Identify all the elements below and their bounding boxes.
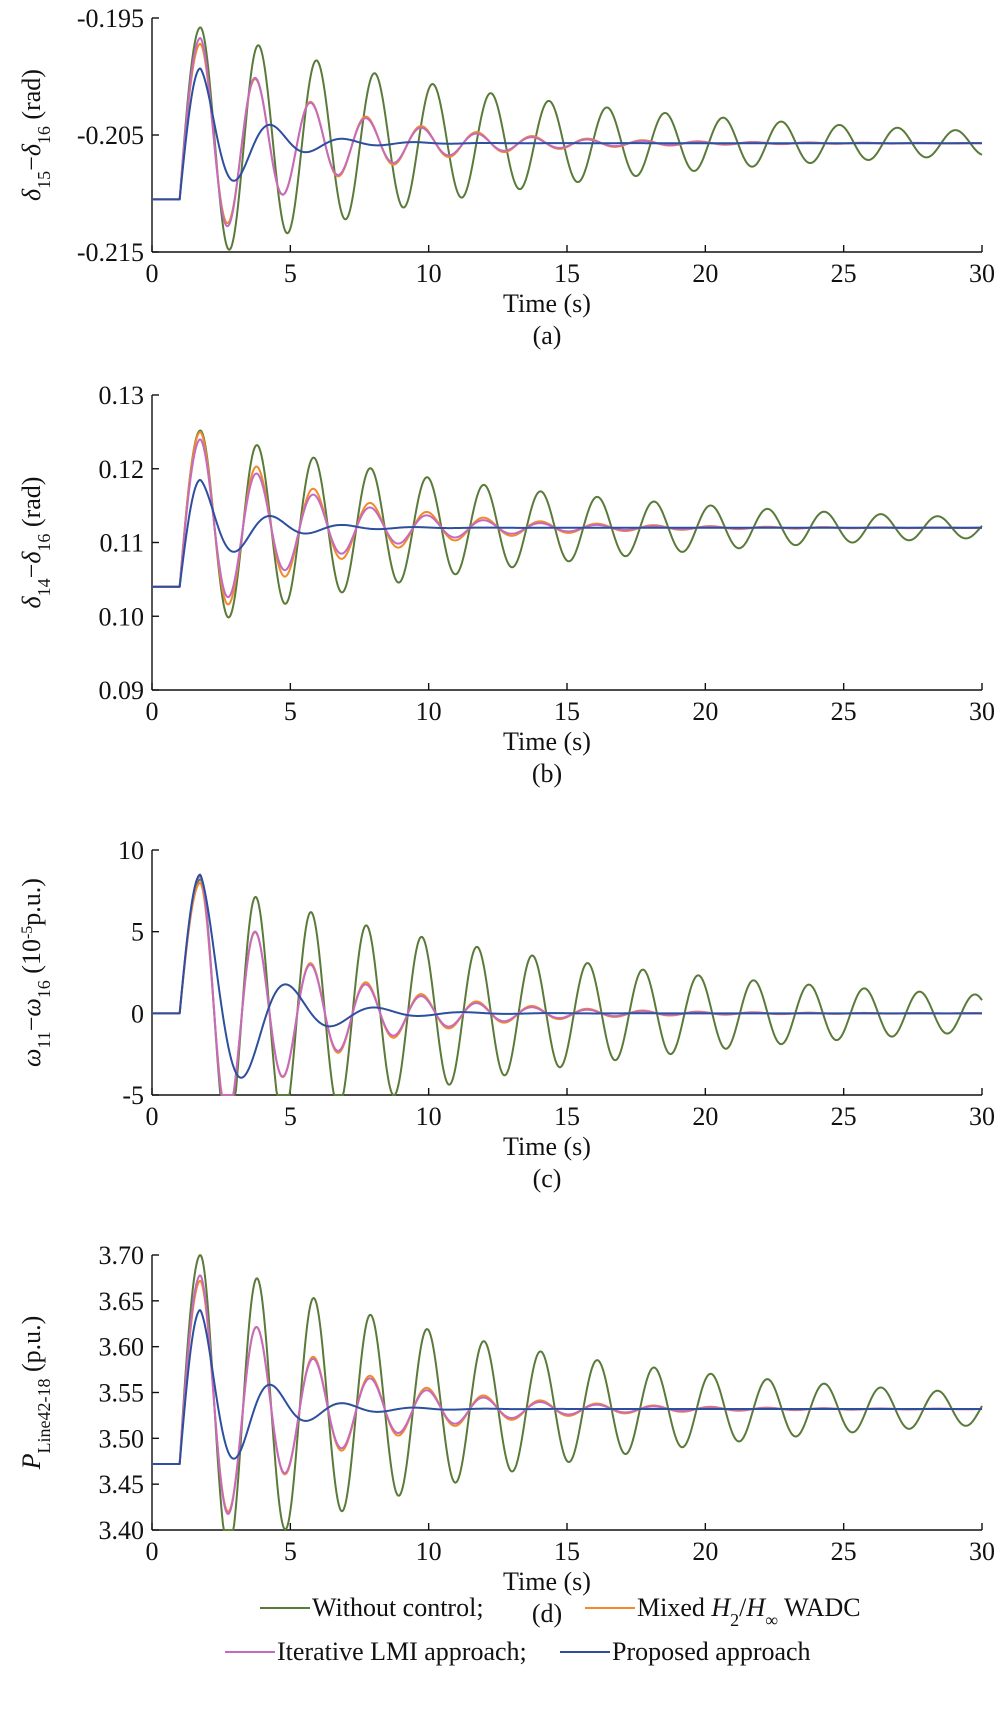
y-axis-label: δ14−δ16 (rad) <box>17 477 54 609</box>
y-tick-label: 3.70 <box>99 1241 145 1270</box>
y-axis-label: δ15−δ16 (rad) <box>17 69 54 201</box>
y-axis-label: ω11−ω16 (10-5p.u.) <box>17 878 54 1067</box>
x-tick-label: 15 <box>554 1537 580 1566</box>
y-tick-label: 3.50 <box>99 1424 145 1453</box>
x-tick-label: 0 <box>146 1102 159 1131</box>
legend-label: Without control; <box>312 1593 484 1622</box>
chart-d: 0 5 10 15 20 25 30 3.40 3.45 3.50 3.55 3.60 3.65 3.70… <box>17 1241 995 1628</box>
x-tick-label: 10 <box>416 1102 442 1131</box>
x-tick-label: 30 <box>969 1102 995 1131</box>
panel-caption: (a) <box>533 321 562 350</box>
y-tick-label: 10 <box>118 836 144 865</box>
y-tick-label: 0.13 <box>99 381 145 410</box>
x-tick-label: 0 <box>146 259 159 288</box>
y-tick-label: 3.40 <box>99 1516 145 1545</box>
x-axis-label: Time (s) <box>503 1132 591 1161</box>
x-tick-label: 25 <box>831 697 857 726</box>
series-line-without <box>151 1254 983 1531</box>
x-tick-label: 0 <box>146 1537 159 1566</box>
legend-label: Iterative LMI approach; <box>277 1637 527 1666</box>
x-tick-label: 15 <box>554 259 580 288</box>
y-tick-label: 0 <box>131 999 144 1028</box>
x-tick-label: 10 <box>416 697 442 726</box>
x-tick-label: 5 <box>284 1102 297 1131</box>
panel-caption: (b) <box>532 759 562 788</box>
y-tick-label: 3.55 <box>99 1379 145 1408</box>
x-tick-label: 15 <box>554 697 580 726</box>
x-tick-label: 30 <box>969 697 995 726</box>
y-tick-label: -5 <box>122 1081 144 1110</box>
series-line-without <box>151 429 983 619</box>
legend-label: Proposed approach <box>612 1637 811 1666</box>
series-line-proposed <box>151 478 983 588</box>
y-tick-label: 3.65 <box>99 1287 145 1316</box>
y-tick-label: 5 <box>131 918 144 947</box>
y-tick-label: 0.12 <box>99 455 145 484</box>
series-line-proposed <box>151 67 983 201</box>
series-line-lmi <box>151 875 983 1096</box>
x-tick-label: 0 <box>146 697 159 726</box>
x-tick-label: 5 <box>284 259 297 288</box>
series-line-without <box>151 26 983 251</box>
chart-b: 0 5 10 15 20 25 30 0.09 0.10 0.11 0.12 0.13 Time (s)… <box>17 381 995 788</box>
x-tick-label: 25 <box>831 1537 857 1566</box>
x-tick-label: 10 <box>416 259 442 288</box>
y-tick-label: 3.45 <box>99 1470 145 1499</box>
series-line-without <box>151 878 983 1096</box>
y-tick-label: 0.09 <box>99 676 145 705</box>
chart-a: 0 5 10 15 20 25 30 -0.215 -0.205 -0.195 Time (s) (a… <box>17 4 995 350</box>
x-tick-label: 20 <box>692 1102 718 1131</box>
x-tick-label: 30 <box>969 1537 995 1566</box>
y-tick-label: 0.11 <box>99 529 144 558</box>
x-tick-label: 25 <box>831 1102 857 1131</box>
y-tick-label: 3.60 <box>99 1333 145 1362</box>
series-line-proposed <box>151 1309 983 1465</box>
panel-caption: (d) <box>532 1599 562 1628</box>
legend: Without control; Mixed H2/H∞ WADC Iterativ… <box>225 1593 861 1666</box>
y-axis-label: PLine42-18 (p.u.) <box>17 1316 54 1471</box>
x-tick-label: 5 <box>284 697 297 726</box>
y-tick-label: -0.205 <box>77 121 144 150</box>
x-axis-label: Time (s) <box>503 289 591 318</box>
y-tick-label: -0.215 <box>77 238 144 267</box>
x-tick-label: 20 <box>692 1537 718 1566</box>
x-tick-label: 30 <box>969 259 995 288</box>
x-tick-label: 10 <box>416 1537 442 1566</box>
x-axis-label: Time (s) <box>503 727 591 756</box>
y-tick-label: 0.10 <box>99 602 145 631</box>
x-tick-label: 25 <box>831 259 857 288</box>
x-tick-label: 20 <box>692 697 718 726</box>
x-tick-label: 15 <box>554 1102 580 1131</box>
series-line-lmi <box>151 36 983 228</box>
panel-caption: (c) <box>533 1164 562 1193</box>
x-tick-label: 5 <box>284 1537 297 1566</box>
y-tick-label: -0.195 <box>77 4 144 33</box>
x-axis-label: Time (s) <box>503 1567 591 1596</box>
x-tick-label: 20 <box>692 259 718 288</box>
series-line-mixed <box>151 42 983 225</box>
series-line-proposed <box>151 873 983 1079</box>
legend-label: Mixed H2/H∞ WADC <box>637 1593 861 1630</box>
